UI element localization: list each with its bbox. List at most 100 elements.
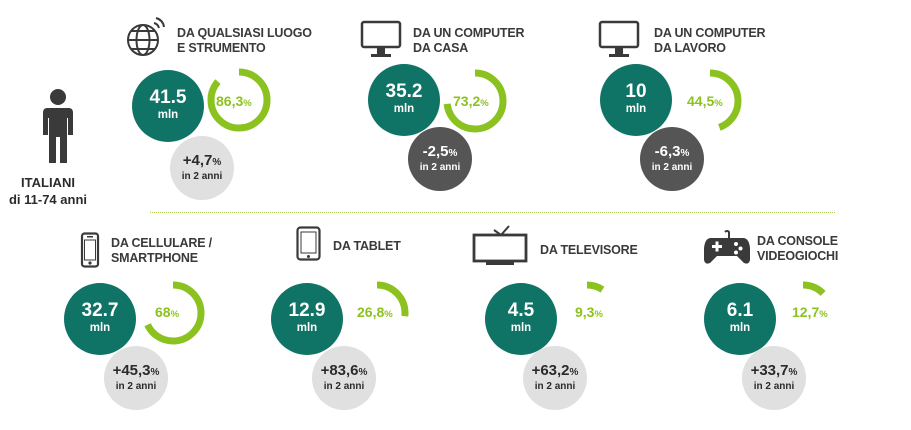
users-circle: 6.1 mln <box>704 283 776 355</box>
change-circle: +63,2% in 2 anni <box>523 346 587 410</box>
percentage-label: 12,7% <box>792 304 828 320</box>
television-icon <box>472 225 528 265</box>
tablet-icon <box>296 226 321 261</box>
population-label-line2: di 11-74 anni <box>8 192 88 207</box>
change-subtitle: in 2 anni <box>115 381 157 392</box>
card-title-line1: DA TELEVISORE <box>540 243 638 257</box>
users-circle: 35.2 mln <box>368 64 440 136</box>
change-circle: +33,7% in 2 anni <box>742 346 806 410</box>
change-value: +45,3% <box>112 362 160 379</box>
change-circle: +4,7% in 2 anni <box>170 136 234 200</box>
percentage-value: 86,3 <box>216 93 244 109</box>
percentage-arc <box>443 69 507 133</box>
row-separator <box>150 212 835 213</box>
card-title-line2: SMARTPHONE <box>111 251 198 265</box>
percentage-value: 44,5 <box>687 93 715 109</box>
users-value: 32.7 <box>81 300 119 321</box>
percentage-arc <box>345 281 409 345</box>
users-unit: mln <box>393 103 415 115</box>
card-title-line1: DA QUALSIASI LUOGO <box>177 26 312 40</box>
percentage-ring <box>141 281 205 345</box>
change-subtitle: in 2 anni <box>419 162 461 173</box>
users-value: 12.9 <box>288 300 326 321</box>
change-circle: -6,3% in 2 anni <box>640 127 704 191</box>
users-circle: 10 mln <box>600 64 672 136</box>
person-icon <box>43 89 73 163</box>
users-unit: mln <box>729 322 751 334</box>
users-value: 10 <box>625 81 647 102</box>
percentage-value: 68 <box>155 304 171 320</box>
card-title-line1: DA UN COMPUTER <box>654 26 766 40</box>
users-value: 35.2 <box>385 81 423 102</box>
card-title: DA CONSOLE VIDEOGIOCHI <box>757 234 838 264</box>
percentage-arc <box>207 68 271 132</box>
card-title-line1: DA UN COMPUTER <box>413 26 525 40</box>
change-subtitle: in 2 anni <box>651 162 693 173</box>
users-value: 41.5 <box>149 87 187 108</box>
change-value: +83,6% <box>320 362 368 379</box>
desktop-computer-icon <box>360 20 402 57</box>
change-subtitle: in 2 anni <box>181 171 223 182</box>
percentage-arc <box>678 69 742 133</box>
users-unit: mln <box>296 322 318 334</box>
users-circle: 41.5 mln <box>132 70 204 142</box>
percentage-label: 44,5% <box>687 93 723 109</box>
change-value: +63,2% <box>531 362 579 379</box>
change-circle: +83,6% in 2 anni <box>312 346 376 410</box>
percentage-value: 9,3 <box>575 304 595 320</box>
card-title-line2: DA CASA <box>413 41 469 55</box>
card-title: DA UN COMPUTER DA LAVORO <box>654 26 766 56</box>
percentage-arc <box>141 281 205 345</box>
card-title: DA TELEVISORE <box>540 243 638 258</box>
percentage-value: 26,8 <box>357 304 385 320</box>
percentage-ring <box>771 281 835 345</box>
change-value: -2,5% <box>422 143 458 160</box>
percentage-ring <box>207 68 271 132</box>
card-title: DA QUALSIASI LUOGO E STRUMENTO <box>177 26 312 56</box>
globe-icon <box>127 17 165 56</box>
percentage-arc <box>555 281 619 345</box>
card-title-line2: VIDEOGIOCHI <box>757 249 839 263</box>
smartphone-icon <box>80 232 100 268</box>
percentage-value: 12,7 <box>792 304 820 320</box>
card-title-line1: DA CONSOLE <box>757 234 838 248</box>
percentage-ring <box>678 69 742 133</box>
card-title-line2: E STRUMENTO <box>177 41 266 55</box>
card-title-line1: DA CELLULARE / <box>111 236 212 250</box>
population-label-line1: ITALIANI <box>21 175 75 190</box>
percentage-label: 73,2% <box>453 93 489 109</box>
change-circle: +45,3% in 2 anni <box>104 346 168 410</box>
card-title-line1: DA TABLET <box>333 239 401 253</box>
percentage-label: 86,3% <box>216 93 252 109</box>
change-value: +33,7% <box>750 362 798 379</box>
users-circle: 4.5 mln <box>485 283 557 355</box>
users-value: 4.5 <box>507 300 535 321</box>
percentage-ring <box>443 69 507 133</box>
change-circle: -2,5% in 2 anni <box>408 127 472 191</box>
percentage-label: 26,8% <box>357 304 393 320</box>
change-subtitle: in 2 anni <box>753 381 795 392</box>
users-value: 6.1 <box>726 300 754 321</box>
change-value: +4,7% <box>182 152 222 169</box>
users-unit: mln <box>157 109 179 121</box>
desktop-computer-icon <box>598 20 640 57</box>
gamepad-icon <box>704 230 750 264</box>
percentage-value: 73,2 <box>453 93 481 109</box>
users-unit: mln <box>510 322 532 334</box>
card-title: DA CELLULARE / SMARTPHONE <box>111 236 212 266</box>
change-subtitle: in 2 anni <box>323 381 365 392</box>
users-circle: 32.7 mln <box>64 283 136 355</box>
percentage-label: 9,3% <box>575 304 603 320</box>
users-unit: mln <box>89 322 111 334</box>
percentage-arc <box>771 281 835 345</box>
percentage-label: 68% <box>155 304 180 320</box>
change-subtitle: in 2 anni <box>534 381 576 392</box>
users-circle: 12.9 mln <box>271 283 343 355</box>
percentage-ring <box>345 281 409 345</box>
change-value: -6,3% <box>654 143 690 160</box>
card-title: DA TABLET <box>333 239 401 254</box>
population-label: ITALIANI di 11-74 anni <box>8 174 88 208</box>
card-title: DA UN COMPUTER DA CASA <box>413 26 525 56</box>
percentage-ring <box>555 281 619 345</box>
users-unit: mln <box>625 103 647 115</box>
